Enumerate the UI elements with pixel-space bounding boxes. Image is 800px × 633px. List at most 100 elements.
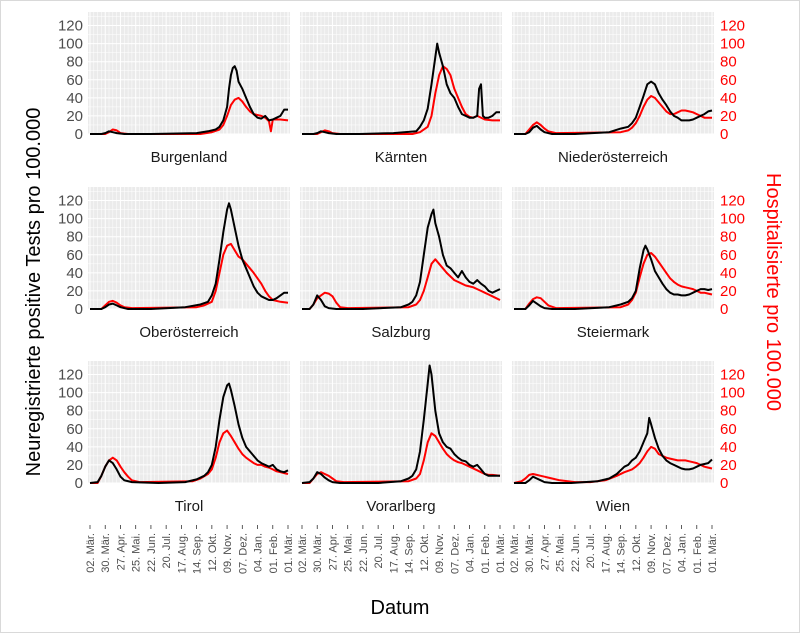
x-tick-label: 01. Feb. — [480, 533, 492, 573]
x-tick-label: 22. Jun. — [146, 533, 158, 572]
facet-strip-label: Vorarlberg — [366, 498, 435, 515]
hospital-series-line — [514, 252, 713, 310]
y-tick-label-left: 80 — [66, 403, 83, 420]
x-tick-label: 22. Jun. — [358, 533, 370, 572]
x-tick-label: 02. Mär. — [297, 533, 309, 573]
y-tick-label-right: 100 — [720, 36, 745, 53]
x-tick-label: 22. Jun. — [570, 533, 582, 572]
x-tick-label: 17. Aug. — [388, 533, 400, 573]
hospital-series-line — [513, 445, 713, 484]
x-tick-label: 27. Apr. — [116, 533, 128, 570]
y-tick-label-left: 0 — [75, 475, 83, 492]
y-tick-label-left: 100 — [58, 36, 83, 53]
y-tick-label-right: 0 — [720, 475, 728, 492]
tests-series-line — [302, 42, 500, 135]
x-tick-label: 02. Mär. — [85, 533, 97, 573]
x-tick-label: 20. Jul. — [161, 533, 173, 568]
y-tick-label-left: 100 — [58, 211, 83, 228]
facet-panel: Salzburg — [300, 187, 502, 341]
y-tick-label-right: 80 — [720, 229, 737, 246]
x-tick-label: 02. Mär. — [509, 533, 521, 573]
x-tick-label: 01. Feb. — [692, 533, 704, 573]
y-tick-label-left: 40 — [66, 439, 83, 456]
y-tick-label-left: 60 — [66, 247, 83, 264]
hospital-series-line — [90, 242, 289, 310]
x-tick-label: 25. Mai. — [555, 533, 567, 572]
y-tick-label-left: 60 — [66, 72, 83, 89]
facet-strip-label: Salzburg — [371, 324, 430, 341]
y-tick-label-left: 40 — [66, 90, 83, 107]
y-tick-label-left: 20 — [66, 457, 83, 474]
y-tick-label-right: 100 — [720, 385, 745, 402]
x-tick-label: 12. Okt. — [631, 533, 643, 572]
y-tick-label-left: 20 — [66, 283, 83, 300]
tests-series-line — [90, 202, 288, 310]
y-tick-label-right: 40 — [720, 439, 737, 456]
y-tick-label-right: 60 — [720, 421, 737, 438]
x-tick-label: 01. Mär. — [707, 533, 719, 573]
facet-strip-label: Tirol — [175, 498, 204, 515]
facet-strip-label: Niederösterreich — [558, 149, 668, 166]
x-tick-label: 09. Nov. — [434, 533, 446, 573]
tests-series-line — [89, 382, 289, 484]
facet-strip-label: Oberösterreich — [139, 324, 238, 341]
x-tick-label: 09. Nov. — [646, 533, 658, 573]
hospital-series-line — [514, 95, 712, 135]
y-tick-label-right: 80 — [720, 54, 737, 71]
x-tick-label: 20. Jul. — [373, 533, 385, 568]
x-tick-label: 25. Mai. — [131, 533, 143, 572]
y-tick-label-right: 0 — [720, 126, 728, 143]
y-tick-label-right: 100 — [720, 211, 745, 228]
y-axis-title-right: Hospitalisierte pro 100.000 — [762, 173, 784, 411]
x-tick-label: 04. Jan. — [465, 533, 477, 572]
x-tick-label: 01. Feb. — [268, 533, 280, 573]
x-tick-label: 07. Dez. — [237, 533, 249, 574]
x-tick-label: 04. Jan. — [677, 533, 689, 572]
x-tick-label: 14. Sep. — [192, 533, 204, 574]
hospital-series-line — [302, 432, 501, 484]
hospital-series-line — [90, 429, 289, 484]
y-tick-label-right: 120 — [720, 193, 745, 210]
tests-series-line — [301, 364, 500, 484]
y-tick-label-right: 40 — [720, 265, 737, 282]
tests-series-line — [514, 416, 713, 484]
y-tick-label-right: 60 — [720, 72, 737, 89]
y-tick-label-right: 0 — [720, 301, 728, 318]
y-tick-label-left: 20 — [66, 108, 83, 125]
x-tick-label: 27. Apr. — [540, 533, 552, 570]
x-tick-label: 14. Sep. — [404, 533, 416, 574]
x-tick-label: 04. Jan. — [253, 533, 265, 572]
y-tick-label-left: 120 — [58, 193, 83, 210]
x-tick-label: 30. Mär. — [100, 533, 112, 573]
x-tick-label: 25. Mai. — [343, 533, 355, 572]
x-tick-label: 07. Dez. — [449, 533, 461, 574]
tests-series-line — [90, 65, 288, 135]
x-axis-title: Datum — [371, 597, 430, 619]
y-tick-label-left: 80 — [66, 229, 83, 246]
y-tick-label-right: 80 — [720, 403, 737, 420]
y-tick-label-right: 20 — [720, 283, 737, 300]
x-tick-label: 12. Okt. — [207, 533, 219, 572]
x-tick-label: 09. Nov. — [222, 533, 234, 573]
facet-panel: Kärnten — [300, 12, 502, 166]
x-tick-label: 12. Okt. — [419, 533, 431, 572]
x-tick-label: 17. Aug. — [600, 533, 612, 573]
y-tick-label-left: 40 — [66, 265, 83, 282]
y-tick-label-right: 20 — [720, 457, 737, 474]
x-tick-label: 20. Jul. — [585, 533, 597, 568]
tests-series-line — [302, 208, 501, 310]
x-tick-label: 07. Dez. — [661, 533, 673, 574]
y-tick-label-left: 80 — [66, 54, 83, 71]
y-tick-label-right: 60 — [720, 247, 737, 264]
y-tick-label-right: 40 — [720, 90, 737, 107]
hospital-series-line — [302, 258, 501, 310]
tests-series-line — [514, 244, 713, 310]
y-tick-label-left: 60 — [66, 421, 83, 438]
